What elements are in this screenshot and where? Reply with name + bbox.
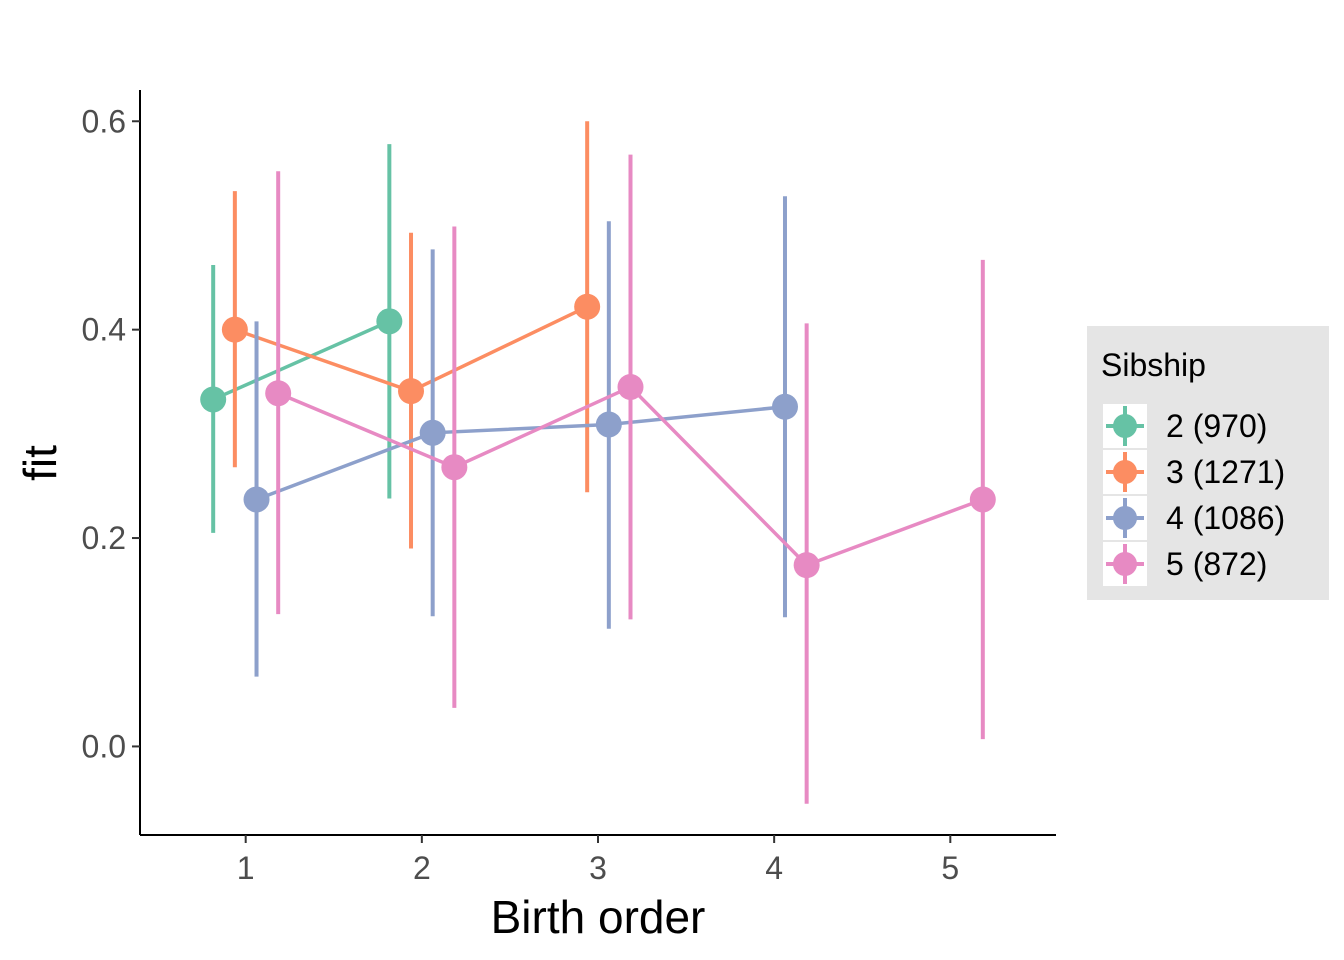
data-point <box>243 486 270 513</box>
data-point <box>376 308 403 335</box>
series-line <box>212 319 391 402</box>
data-point <box>398 378 425 405</box>
legend-key <box>1103 450 1147 494</box>
legend-key-point <box>1113 552 1137 576</box>
plot-data-layer <box>200 121 996 804</box>
legend-key-point <box>1113 506 1137 530</box>
legend-key <box>1103 542 1147 586</box>
data-point <box>793 552 820 579</box>
x-tick-label: 4 <box>765 850 783 886</box>
x-tick-label: 2 <box>413 850 431 886</box>
data-point <box>771 393 798 420</box>
axes-layer: 0.0 0.2 0.4 0.6 1 2 3 4 5 <box>82 90 1056 886</box>
legend-items: 2 (970) 3 (1271) 4 (1086) 5 (872) <box>1103 404 1285 586</box>
data-point <box>200 386 227 413</box>
data-point <box>221 316 248 343</box>
data-point <box>969 486 996 513</box>
y-tick-label: 0.4 <box>82 312 126 348</box>
data-point <box>441 454 468 481</box>
legend-label: 2 (970) <box>1166 408 1267 444</box>
x-tick-label: 3 <box>589 850 607 886</box>
y-tick-label: 0.0 <box>82 728 126 764</box>
legend-key-point <box>1113 414 1137 438</box>
legend: Sibship 2 (970) 3 (1271) 4 (1086) 5 (872) <box>1087 326 1329 600</box>
data-point <box>419 419 446 446</box>
y-tick-label: 0.2 <box>82 520 126 556</box>
data-point <box>574 293 601 320</box>
series-line <box>255 405 786 502</box>
data-point <box>617 373 644 400</box>
data-point <box>595 411 622 438</box>
legend-title: Sibship <box>1101 347 1206 383</box>
series-3 <box>243 196 798 677</box>
legend-key-point <box>1113 460 1137 484</box>
legend-key <box>1103 496 1147 540</box>
legend-label: 3 (1271) <box>1166 454 1285 490</box>
x-axis-title: Birth order <box>491 891 706 943</box>
x-tick-label: 1 <box>237 850 255 886</box>
data-point <box>265 380 292 407</box>
legend-label: 4 (1086) <box>1166 500 1285 536</box>
x-tick-label: 5 <box>941 850 959 886</box>
legend-key <box>1103 404 1147 448</box>
y-axis-title: fit <box>14 445 66 481</box>
series-4 <box>265 154 996 804</box>
y-tick-label: 0.6 <box>82 103 126 139</box>
legend-label: 5 (872) <box>1166 546 1267 582</box>
series-2 <box>221 121 601 549</box>
